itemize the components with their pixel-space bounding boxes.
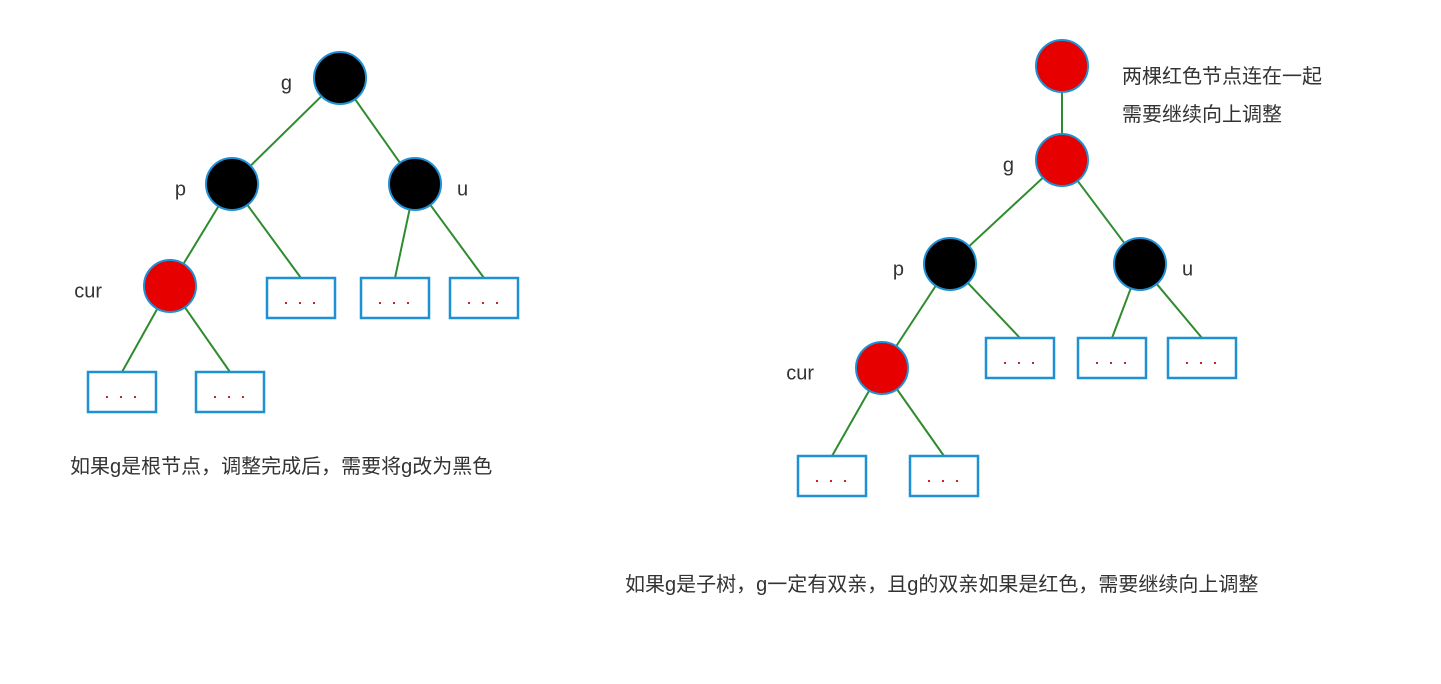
- subtree-ellipsis: . . .: [1002, 348, 1037, 368]
- node-label-g: g: [1003, 154, 1014, 176]
- node-label-g: g: [281, 72, 292, 94]
- tree-node-u: [389, 158, 441, 210]
- tree-edge: [122, 309, 157, 372]
- tree-node-g: [314, 52, 366, 104]
- node-label-u: u: [457, 178, 468, 200]
- tree-edge: [969, 178, 1043, 247]
- tree-edge: [355, 99, 400, 163]
- subtree-ellipsis: . . .: [1184, 348, 1219, 368]
- tree-edge: [832, 391, 869, 456]
- tree-edge: [1112, 288, 1131, 338]
- subtree-ellipsis: . . .: [212, 382, 247, 402]
- tree-node-cur: [856, 342, 908, 394]
- tree-node-p: [924, 238, 976, 290]
- subtree-ellipsis: . . .: [283, 288, 318, 308]
- tree-edge: [897, 389, 944, 456]
- subtree-ellipsis: . . .: [466, 288, 501, 308]
- tree-edge: [247, 205, 301, 278]
- subtree-ellipsis: . . .: [104, 382, 139, 402]
- node-label-cur: cur: [74, 280, 102, 302]
- tree-node-top: [1036, 40, 1088, 92]
- subtree-ellipsis: . . .: [814, 466, 849, 486]
- annot-line2: 需要继续向上调整: [1122, 96, 1322, 134]
- tree-node-cur: [144, 260, 196, 312]
- left-caption: 如果g是根节点，调整完成后，需要将g改为黑色: [70, 450, 492, 479]
- subtree-ellipsis: . . .: [1094, 348, 1129, 368]
- node-label-p: p: [893, 258, 904, 280]
- subtree-ellipsis: . . .: [926, 466, 961, 486]
- node-label-u: u: [1182, 258, 1193, 280]
- tree-node-g: [1036, 134, 1088, 186]
- tree-edge: [896, 286, 936, 346]
- tree-edge: [430, 205, 484, 278]
- right-annotation: 两棵红色节点连在一起 需要继续向上调整: [1122, 58, 1322, 134]
- subtree-ellipsis: . . .: [377, 288, 412, 308]
- tree-node-u: [1114, 238, 1166, 290]
- tree-edge: [185, 307, 230, 372]
- tree-node-p: [206, 158, 258, 210]
- tree-edge: [968, 283, 1020, 338]
- tree-edge: [184, 206, 219, 264]
- tree-edge: [395, 209, 410, 278]
- node-label-p: p: [175, 178, 186, 200]
- tree-edge: [251, 96, 322, 166]
- tree-edge: [1078, 181, 1125, 243]
- right-caption: 如果g是子树，g一定有双亲，且g的双亲如果是红色，需要继续向上调整: [625, 568, 1258, 597]
- tree-edge: [1157, 284, 1202, 338]
- node-label-cur: cur: [786, 362, 814, 384]
- annot-line1: 两棵红色节点连在一起: [1122, 58, 1322, 96]
- page: . . . . . . . . . . . . . . . g p u cur . . . . . …: [0, 0, 1441, 684]
